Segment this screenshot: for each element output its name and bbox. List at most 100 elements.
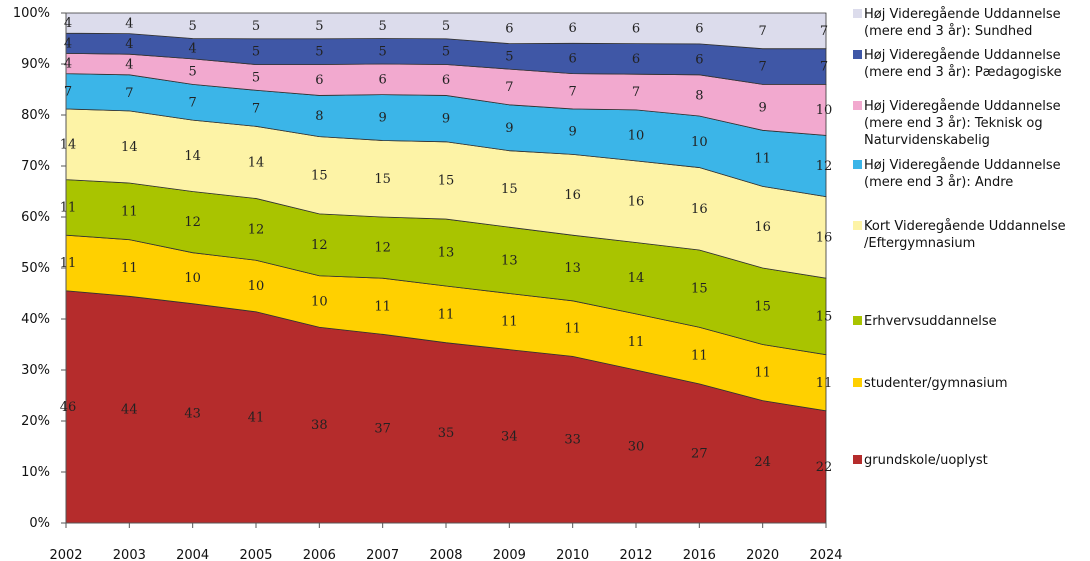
- data-label: 7: [820, 24, 828, 39]
- data-label: 11: [121, 204, 138, 219]
- legend-label: grundskole/uoplyst: [864, 453, 988, 468]
- data-label: 5: [252, 45, 260, 60]
- y-tick-label: 10%: [21, 465, 50, 480]
- data-label: 11: [374, 299, 391, 314]
- data-label: 9: [379, 111, 387, 126]
- legend-label: studenter/gymnasium: [864, 376, 1008, 391]
- data-label: 14: [184, 149, 201, 164]
- data-label: 10: [248, 279, 265, 294]
- legend-label: Kort Videregående Uddannelse: [864, 219, 1066, 234]
- data-label: 24: [754, 455, 771, 470]
- y-tick-label: 70%: [21, 159, 50, 174]
- legend-swatch: [853, 101, 862, 110]
- data-label: 6: [442, 73, 450, 88]
- data-label: 30: [628, 440, 645, 455]
- data-label: 5: [252, 70, 260, 85]
- x-tick-label: 2003: [113, 548, 146, 561]
- data-label: 6: [379, 72, 387, 87]
- data-label: 7: [820, 60, 828, 75]
- data-label: 4: [125, 37, 133, 52]
- data-label: 15: [816, 309, 833, 324]
- area-series-group: [65, 12, 827, 524]
- data-label: 7: [632, 85, 640, 100]
- data-label: 14: [121, 140, 138, 155]
- legend-swatch: [853, 160, 862, 169]
- legend: Høj Videregående Uddannelse (mere end 3 å…: [853, 7, 1066, 468]
- data-label: 11: [501, 315, 518, 330]
- data-label: 4: [64, 16, 72, 31]
- x-tick-label: 2008: [429, 548, 462, 561]
- data-label: 15: [501, 182, 518, 197]
- data-label: 22: [816, 460, 833, 475]
- data-label: 7: [252, 101, 260, 116]
- data-label: 7: [189, 95, 197, 110]
- data-label: 15: [374, 172, 391, 187]
- data-label: 11: [816, 376, 833, 391]
- data-label: 5: [442, 45, 450, 60]
- data-label: 16: [816, 230, 833, 245]
- data-label: 12: [248, 222, 265, 237]
- data-label: 15: [438, 173, 455, 188]
- data-label: 14: [248, 155, 265, 170]
- data-label: 6: [695, 21, 703, 36]
- data-label: 43: [184, 406, 201, 421]
- data-label: 5: [442, 19, 450, 34]
- y-tick-label: 60%: [21, 210, 50, 225]
- y-tick-label: 50%: [21, 261, 50, 276]
- legend-label: Erhvervsuddannelse: [864, 314, 997, 329]
- data-label: 12: [816, 159, 833, 174]
- legend-swatch: [853, 378, 862, 387]
- data-label: 4: [189, 42, 197, 57]
- x-tick-label: 2005: [239, 548, 272, 561]
- data-label: 6: [505, 21, 513, 36]
- x-tick-label: 2004: [176, 548, 209, 561]
- data-label: 33: [564, 433, 581, 448]
- data-label: 16: [691, 202, 708, 217]
- data-label: 6: [695, 52, 703, 67]
- data-label: 4: [64, 56, 72, 71]
- data-label: 16: [754, 220, 771, 235]
- data-label: 41: [248, 410, 265, 425]
- legend-swatch: [853, 9, 862, 18]
- x-tick-label: 2002: [49, 548, 82, 561]
- data-label: 44: [121, 403, 138, 418]
- data-label: 34: [501, 429, 518, 444]
- data-label: 11: [121, 261, 138, 276]
- data-label: 27: [691, 446, 708, 461]
- data-label: 11: [438, 307, 455, 322]
- data-label: 6: [632, 21, 640, 36]
- data-label: 37: [374, 422, 391, 437]
- data-label: 5: [379, 19, 387, 34]
- data-label: 7: [569, 84, 577, 99]
- data-label: 9: [569, 125, 577, 140]
- data-label: 13: [438, 246, 455, 261]
- legend-swatch: [853, 221, 862, 230]
- data-label: 11: [754, 151, 771, 166]
- data-label: 10: [691, 135, 708, 150]
- data-label: 11: [60, 256, 77, 271]
- data-label: 35: [438, 426, 455, 441]
- y-tick-label: 40%: [21, 312, 50, 327]
- legend-label: (mere end 3 år): Teknisk og: [864, 116, 1043, 131]
- data-label: 11: [60, 200, 77, 215]
- data-label: 5: [189, 65, 197, 80]
- x-tick-label: 2024: [809, 548, 842, 561]
- data-label: 13: [501, 253, 518, 268]
- x-tick-label: 2016: [683, 548, 716, 561]
- data-label: 7: [505, 80, 513, 95]
- data-label: 38: [311, 418, 328, 433]
- data-label: 10: [311, 294, 328, 309]
- data-label: 14: [60, 137, 77, 152]
- data-label: 12: [311, 238, 328, 253]
- legend-label: (mere end 3 år): Pædagogiske: [864, 65, 1062, 80]
- x-tick-label: 2020: [746, 548, 779, 561]
- legend-label: (mere end 3 år): Andre: [864, 175, 1013, 190]
- x-tick-label: 2007: [366, 548, 399, 561]
- data-label: 16: [628, 195, 645, 210]
- data-label: 11: [564, 322, 581, 337]
- data-label: 12: [184, 215, 201, 230]
- legend-label: Høj Videregående Uddannelse: [864, 7, 1061, 22]
- data-label: 7: [759, 24, 767, 39]
- data-label: 10: [628, 128, 645, 143]
